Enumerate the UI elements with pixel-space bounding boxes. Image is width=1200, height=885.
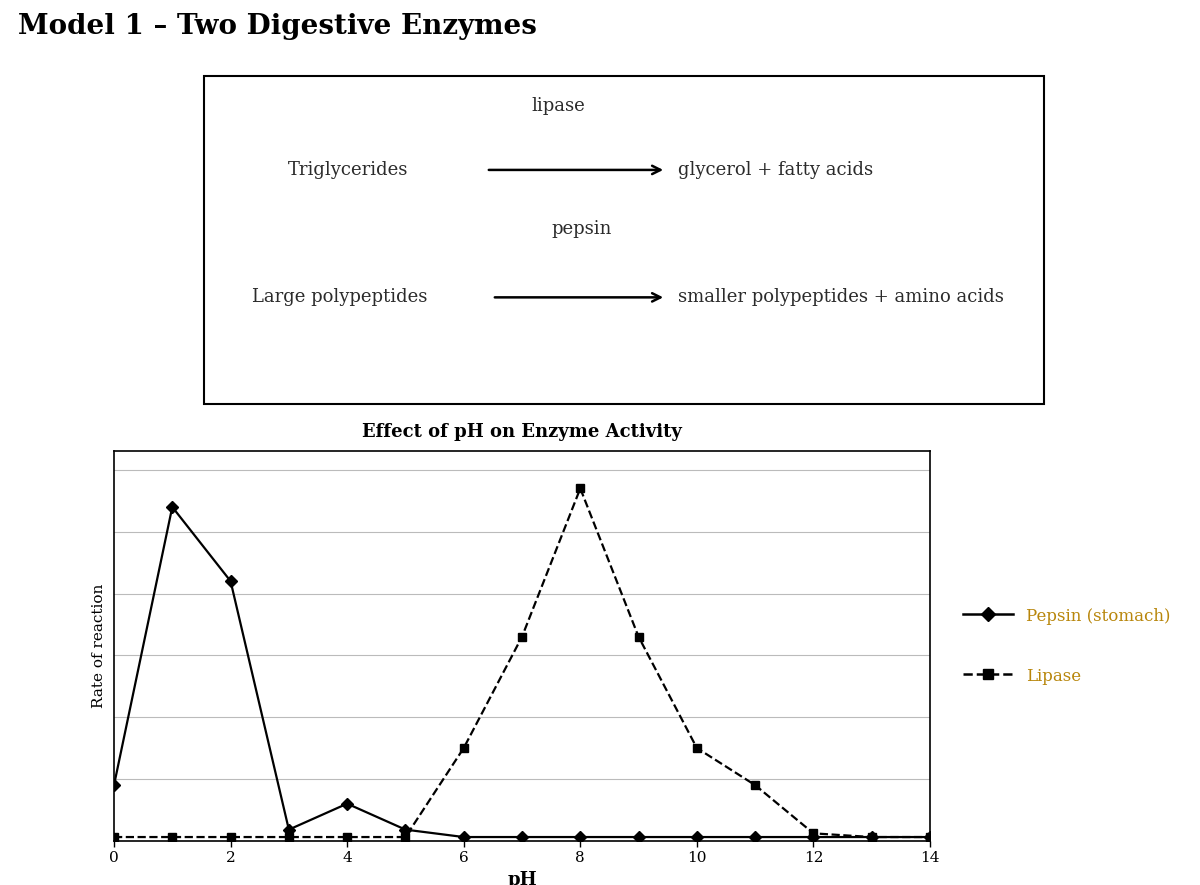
Legend: Pepsin (stomach), Lipase: Pepsin (stomach), Lipase	[962, 607, 1171, 685]
Text: Model 1 – Two Digestive Enzymes: Model 1 – Two Digestive Enzymes	[18, 12, 536, 40]
Title: Effect of pH on Enzyme Activity: Effect of pH on Enzyme Activity	[362, 423, 682, 442]
Text: glycerol + fatty acids: glycerol + fatty acids	[678, 161, 874, 179]
Text: Triglycerides: Triglycerides	[288, 161, 408, 179]
Text: lipase: lipase	[532, 96, 584, 115]
Y-axis label: Rate of reaction: Rate of reaction	[91, 584, 106, 708]
Text: Large polypeptides: Large polypeptides	[252, 289, 427, 306]
FancyBboxPatch shape	[204, 76, 1044, 404]
Text: smaller polypeptides + amino acids: smaller polypeptides + amino acids	[678, 289, 1004, 306]
Text: pepsin: pepsin	[552, 219, 612, 238]
X-axis label: pH: pH	[508, 871, 536, 885]
